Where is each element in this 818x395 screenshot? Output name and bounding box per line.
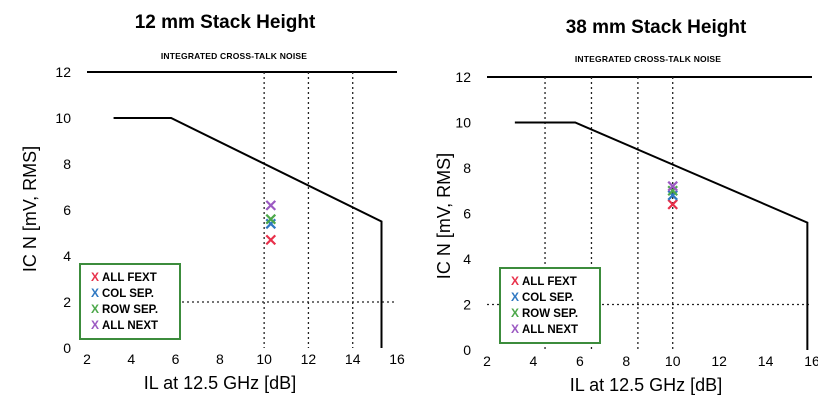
x-axis-label: IL at 12.5 GHz [dB] xyxy=(570,375,722,395)
x-tick-label: 14 xyxy=(758,353,774,369)
legend-entry: COL SEP. xyxy=(522,292,574,304)
data-point-all-next xyxy=(667,180,678,192)
legend-marker: X xyxy=(91,286,99,300)
x-axis-label: IL at 12.5 GHz [dB] xyxy=(144,373,296,393)
y-tick-label: 0 xyxy=(463,342,471,358)
x-tick-label: 14 xyxy=(345,351,361,367)
y-tick-label: 10 xyxy=(455,115,471,131)
y-axis-label: IC N [mV, RMS] xyxy=(20,146,40,272)
y-tick-label: 0 xyxy=(63,340,71,356)
chart-2: 38 mm Stack Height INTEGRATED CROSS-TALK … xyxy=(434,17,818,395)
legend-entry: ROW SEP. xyxy=(102,304,158,316)
y-tick-label: 6 xyxy=(63,202,71,218)
limit-line xyxy=(113,117,383,348)
legend-marker: X xyxy=(91,302,99,316)
y-tick-label: 8 xyxy=(463,160,471,176)
x-tick-label: 2 xyxy=(83,351,91,367)
legend-entry: ALL FEXT xyxy=(102,272,157,284)
data-point-all-fext xyxy=(667,199,678,210)
legend-entry: ALL FEXT xyxy=(522,276,577,288)
legend-marker: X xyxy=(511,290,519,304)
x-tick-label: 8 xyxy=(216,351,224,367)
legend-entry: ALL NEXT xyxy=(522,324,578,336)
limit-line xyxy=(514,121,809,350)
legend-box xyxy=(79,263,181,340)
legend-entry: ROW SEP. xyxy=(522,308,578,320)
x-tick-label: 16 xyxy=(389,351,405,367)
y-tick-label: 8 xyxy=(63,156,71,172)
chart-subtitle: INTEGRATED CROSS-TALK NOISE xyxy=(161,51,307,61)
x-tick-label: 12 xyxy=(301,351,317,367)
chart-subtitle: INTEGRATED CROSS-TALK NOISE xyxy=(575,54,721,64)
legend-marker: X xyxy=(91,318,99,332)
y-tick-label: 2 xyxy=(463,297,471,313)
x-tick-label: 16 xyxy=(804,353,818,369)
legend-marker: X xyxy=(91,270,99,284)
legend-entry: ALL NEXT xyxy=(102,320,158,332)
y-axis-label: IC N [mV, RMS] xyxy=(434,153,454,279)
y-tick-label: 2 xyxy=(63,294,71,310)
chart-title: 12 mm Stack Height xyxy=(135,12,316,33)
x-tick-label: 4 xyxy=(530,353,538,369)
legend-marker: X xyxy=(511,306,519,320)
legend-marker: X xyxy=(511,322,519,336)
data-point-all-fext xyxy=(265,234,277,246)
y-tick-label: 10 xyxy=(55,110,71,126)
y-tick-label: 4 xyxy=(63,248,71,264)
legend-entry: COL SEP. xyxy=(102,288,154,300)
y-tick-label: 4 xyxy=(463,251,471,267)
y-tick-label: 12 xyxy=(55,64,71,80)
x-tick-label: 12 xyxy=(711,353,727,369)
y-tick-label: 12 xyxy=(455,69,471,85)
y-tick-label: 6 xyxy=(463,206,471,222)
x-tick-label: 6 xyxy=(172,351,180,367)
x-tick-label: 2 xyxy=(483,353,491,369)
x-tick-label: 10 xyxy=(665,353,681,369)
legend-box xyxy=(499,267,601,344)
legend-marker: X xyxy=(511,274,519,288)
x-tick-label: 8 xyxy=(622,353,630,369)
chart-1: 12 mm Stack Height INTEGRATED CROSS-TALK … xyxy=(20,12,405,393)
x-tick-label: 6 xyxy=(576,353,584,369)
data-point-row-sep xyxy=(265,213,277,225)
data-point-all-next xyxy=(265,200,277,211)
chart-title: 38 mm Stack Height xyxy=(566,17,747,38)
x-tick-label: 10 xyxy=(256,351,272,367)
x-tick-label: 4 xyxy=(127,351,135,367)
